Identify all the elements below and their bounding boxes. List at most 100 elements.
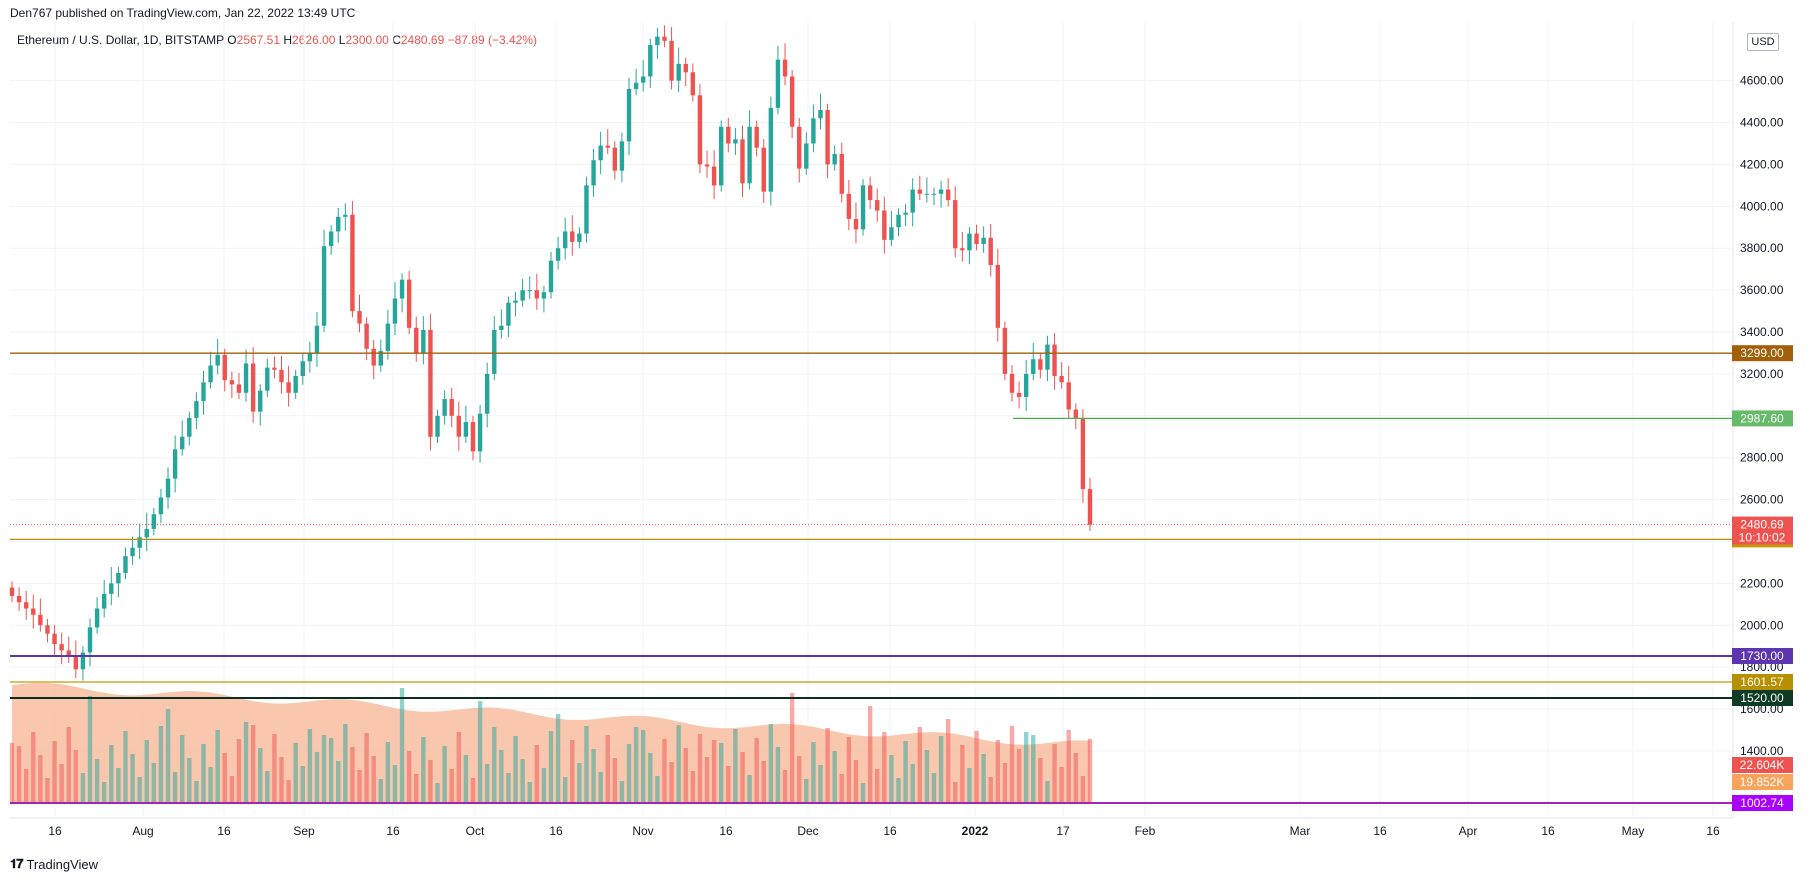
candle-body (215, 355, 220, 366)
candle-body (499, 325, 504, 330)
volume-bar (449, 769, 454, 803)
footer-brand[interactable]: 𝟏𝟕 TradingView (10, 856, 98, 872)
volume-bar (421, 737, 426, 803)
volume-bar (456, 732, 462, 803)
volume-bar (839, 774, 844, 803)
price-tick-label: 3400.00 (1740, 325, 1784, 339)
volume-bar (406, 751, 412, 803)
volume-bar (463, 755, 469, 803)
candle-body (52, 633, 57, 645)
candle-body (768, 107, 774, 192)
volume-bar (832, 751, 837, 803)
volume-bar (1059, 767, 1064, 803)
candle-body (321, 246, 327, 326)
volume-bar (1031, 735, 1036, 803)
chart-canvas[interactable]: 4600.00 4400.00 4200.00 4000.00 3800.00 3600.… (0, 0, 1810, 850)
volume-bar (917, 727, 922, 803)
volume-bar (52, 741, 57, 803)
volume-bar (1087, 739, 1093, 803)
volume-badge (1732, 757, 1793, 773)
candle-body (158, 497, 164, 515)
candle-body (385, 323, 391, 351)
candle-body (1031, 359, 1036, 374)
level-badge-label: 3299.00 (1740, 346, 1784, 360)
volume-bar (1066, 730, 1071, 803)
candle-body (562, 231, 568, 249)
volume-bar (527, 782, 532, 803)
volume-ma-label: 19.852K (1740, 775, 1785, 789)
volume-bar (747, 775, 752, 803)
low-value: 2300.00 (345, 33, 389, 47)
candle-body (442, 399, 447, 416)
volume-bar (236, 739, 242, 803)
candle-body (1009, 373, 1015, 393)
volume-bar (1016, 749, 1022, 803)
level-badge (1732, 345, 1793, 362)
last-price-badge (1732, 516, 1793, 545)
candle-body (1023, 373, 1029, 397)
volume-bar (144, 740, 149, 803)
candle-body (250, 363, 256, 412)
volume-bar (307, 729, 313, 803)
volume-bar (1009, 726, 1015, 803)
volume-bar (321, 735, 327, 803)
time-tick-label: Nov (632, 824, 653, 838)
volume-bar (38, 755, 43, 803)
volume-bar (953, 782, 958, 803)
volume-bar (208, 767, 213, 803)
level-badge (1732, 690, 1793, 706)
volume-bar (782, 770, 788, 803)
last-price-label: 2480.69 (1740, 518, 1784, 532)
brand-name: TradingView (26, 856, 99, 872)
candle-body (676, 63, 681, 81)
volume-bar (853, 760, 859, 803)
candle-body (960, 248, 965, 251)
candle-body (286, 382, 291, 393)
candle-body (520, 290, 525, 301)
volume-bar (371, 756, 376, 803)
volume-bar (1038, 758, 1043, 803)
volume-bar (229, 776, 235, 803)
volume-bars (9, 682, 1093, 803)
level-badge (1732, 648, 1793, 664)
volume-bar (215, 730, 220, 803)
candle-body (548, 260, 554, 293)
candle-body (463, 422, 469, 437)
volume-bar (435, 783, 440, 803)
close-label: C (392, 33, 401, 47)
candle-body (839, 153, 844, 194)
candle-body (683, 63, 688, 73)
volume-bar (648, 753, 653, 803)
volume-bar (811, 742, 816, 803)
candle-body (1073, 409, 1079, 418)
volume-bar (804, 779, 809, 803)
volume-bar (364, 733, 369, 803)
candle-body (428, 329, 433, 437)
level-badge (1732, 410, 1793, 427)
volume-bar (492, 727, 497, 803)
volume-bar (414, 774, 419, 803)
candle-body (789, 76, 795, 127)
candle-body (931, 193, 937, 195)
volume-bar (1080, 776, 1086, 803)
price-tick-label: 2800.00 (1740, 451, 1784, 465)
candle-body (435, 415, 440, 437)
candle-body (605, 145, 610, 148)
volume-bar (293, 743, 298, 803)
candle-body (626, 89, 632, 142)
candle-body (123, 556, 128, 573)
candle-body (243, 363, 249, 393)
candle-body (144, 528, 149, 538)
candle-body (903, 212, 908, 215)
volume-bar (1002, 763, 1008, 803)
candle-body (314, 325, 320, 353)
currency-button[interactable]: USD (1747, 33, 1779, 51)
candle-body (343, 214, 348, 217)
candle-body (867, 185, 873, 201)
time-tick-label: Dec (797, 824, 818, 838)
volume-bar (59, 764, 64, 803)
volume-bar (562, 777, 568, 803)
candle-body (875, 200, 880, 211)
candle-body (151, 514, 157, 529)
volume-bar (470, 778, 476, 803)
